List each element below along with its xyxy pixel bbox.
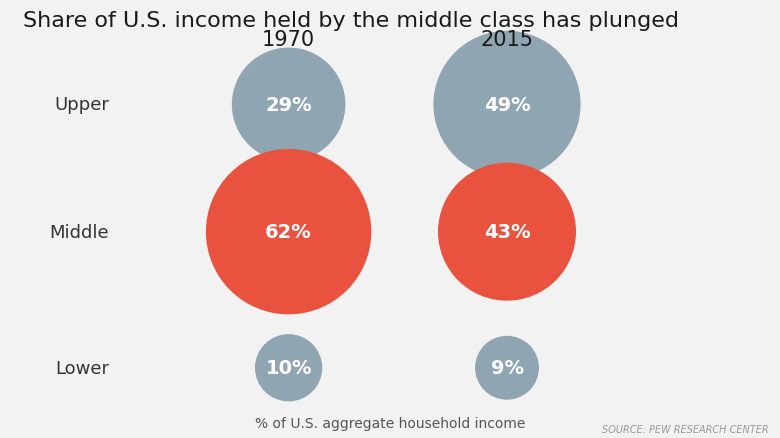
Text: 1970: 1970 [262, 29, 315, 49]
Text: Share of U.S. income held by the middle class has plunged: Share of U.S. income held by the middle … [23, 11, 679, 31]
Text: 43%: 43% [484, 223, 530, 242]
Ellipse shape [438, 164, 576, 300]
Text: Upper: Upper [55, 96, 109, 114]
Text: Lower: Lower [55, 359, 109, 377]
Ellipse shape [232, 49, 345, 161]
Ellipse shape [207, 150, 370, 314]
Ellipse shape [256, 335, 321, 401]
Text: 29%: 29% [265, 95, 312, 115]
Text: 9%: 9% [491, 358, 523, 378]
Ellipse shape [476, 337, 538, 399]
Text: 10%: 10% [265, 358, 312, 378]
Text: Middle: Middle [50, 223, 109, 241]
Text: 62%: 62% [265, 223, 312, 242]
Ellipse shape [434, 32, 580, 178]
Text: SOURCE: PEW RESEARCH CENTER: SOURCE: PEW RESEARCH CENTER [601, 424, 768, 434]
Text: 49%: 49% [484, 95, 530, 115]
Text: % of U.S. aggregate household income: % of U.S. aggregate household income [255, 416, 525, 430]
Text: 2015: 2015 [480, 29, 534, 49]
